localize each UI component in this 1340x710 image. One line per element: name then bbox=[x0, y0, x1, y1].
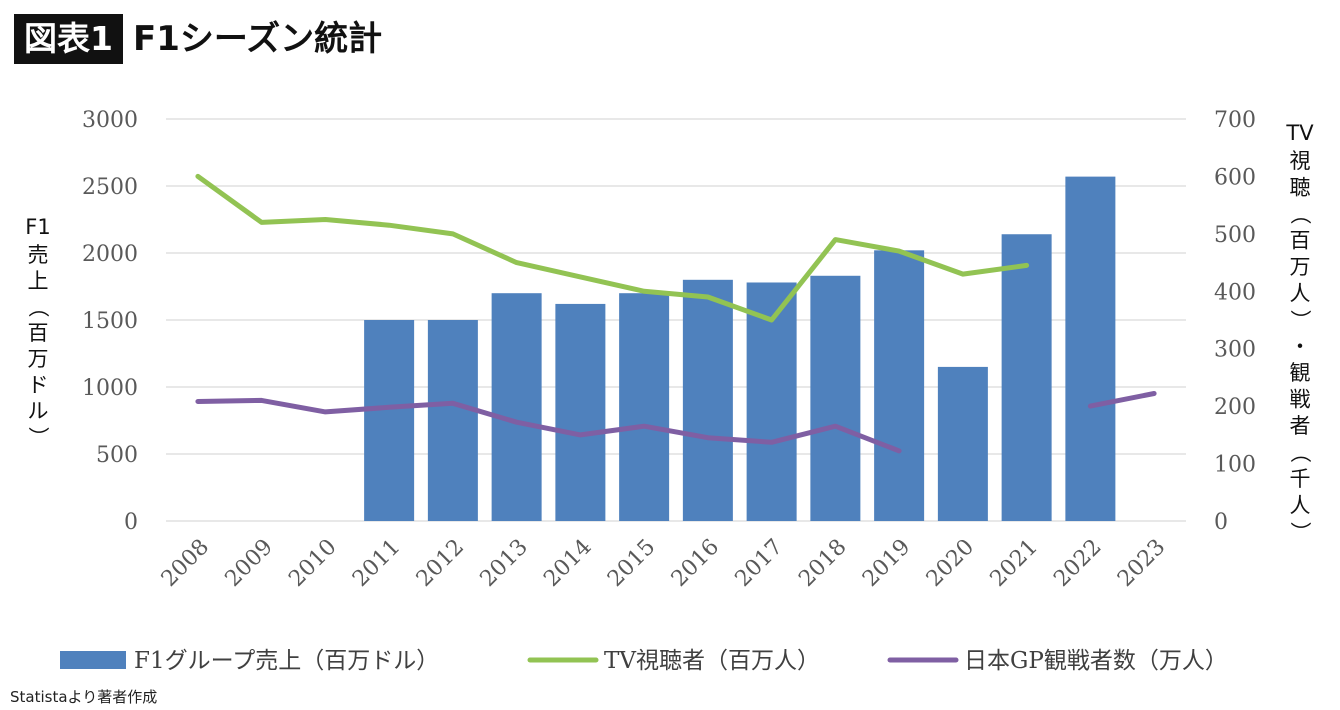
right-axis-label-char: 千 bbox=[1290, 467, 1311, 491]
chart-title: F1シーズン統計 bbox=[132, 19, 383, 59]
left-axis-label-char: ド bbox=[28, 373, 49, 397]
y-right-tick-label: 300 bbox=[1214, 338, 1256, 363]
x-tick-label: 2008 bbox=[157, 535, 214, 592]
right-axis-label-char: 人 bbox=[1290, 282, 1311, 306]
bar bbox=[427, 320, 478, 521]
y-right-tick-label: 700 bbox=[1214, 108, 1256, 133]
bar bbox=[874, 250, 925, 521]
y-right-tick-label: 0 bbox=[1214, 510, 1228, 535]
right-axis-label-char: 聴 bbox=[1290, 176, 1311, 200]
x-tick-label: 2023 bbox=[1113, 535, 1170, 592]
right-axis-label-char: 百 bbox=[1290, 229, 1311, 253]
bar bbox=[937, 366, 988, 521]
y-right-tick-label: 400 bbox=[1214, 280, 1256, 305]
x-tick-label: 2019 bbox=[858, 535, 915, 592]
y-left-tick-label: 3000 bbox=[82, 108, 138, 133]
right-axis-label: TV視聴（百万人）・観戦者（千人） bbox=[1285, 121, 1314, 543]
bar bbox=[491, 293, 542, 521]
right-axis-label-char: （ bbox=[1288, 204, 1312, 225]
x-tick-label: 2014 bbox=[539, 535, 596, 592]
x-tick-label: 2015 bbox=[603, 535, 660, 592]
x-tick-label: 2017 bbox=[731, 535, 788, 592]
y-right-tick-label: 100 bbox=[1214, 453, 1256, 478]
y-left-tick-label: 0 bbox=[124, 510, 138, 535]
right-axis-label-char: 人 bbox=[1290, 494, 1311, 518]
bar bbox=[619, 293, 670, 521]
left-axis-label-char: 万 bbox=[28, 347, 49, 371]
bar bbox=[810, 275, 861, 521]
right-axis-label-char: ） bbox=[1288, 522, 1312, 543]
legend-label: F1グループ売上（百万ドル） bbox=[134, 648, 439, 674]
chart-header: 図表1 F1シーズン統計 bbox=[14, 14, 382, 64]
y-left-tick-label: 1500 bbox=[82, 309, 138, 334]
x-tick-label: 2009 bbox=[221, 535, 278, 592]
left-axis-label-char: （ bbox=[26, 297, 50, 318]
right-axis-label-char: 者 bbox=[1290, 414, 1311, 438]
tv-viewers-line bbox=[195, 173, 1030, 323]
x-tick-label: 2011 bbox=[348, 535, 405, 592]
y-right-tick-label: 600 bbox=[1214, 165, 1256, 190]
left-axis-label-char: 上 bbox=[28, 269, 49, 293]
x-tick-label: 2021 bbox=[986, 535, 1043, 592]
y-right-tick-label: 500 bbox=[1214, 223, 1256, 248]
japan-gp-attendance-line bbox=[195, 397, 902, 454]
line-series bbox=[195, 173, 1157, 454]
bar bbox=[682, 279, 733, 521]
x-tick-label: 2020 bbox=[922, 535, 979, 592]
right-axis-label-char: 戦 bbox=[1290, 388, 1311, 412]
right-axis-label-char: 視 bbox=[1290, 149, 1311, 173]
legend-label: TV視聴者（百万人） bbox=[604, 648, 820, 674]
right-axis-label-char: 万 bbox=[1290, 255, 1311, 279]
bar bbox=[1001, 234, 1052, 522]
legend-label: 日本GP観戦者数（万人） bbox=[964, 648, 1228, 674]
y-right-tick-label: 200 bbox=[1214, 395, 1256, 420]
left-axis-ticks: 0 500 1000 1500 2000 2500 3000 bbox=[82, 108, 138, 535]
y-left-tick-label: 500 bbox=[96, 443, 138, 468]
bar bbox=[364, 320, 415, 521]
legend-swatch-bar bbox=[60, 651, 126, 669]
right-axis-label-char: （ bbox=[1288, 442, 1312, 463]
right-axis-label-char: ） bbox=[1288, 310, 1312, 331]
left-axis-label-char: ） bbox=[26, 427, 50, 448]
left-axis-label-char: F1 bbox=[25, 215, 50, 239]
right-axis-ticks: 0 100 200 300 400 500 600 700 bbox=[1214, 108, 1256, 535]
right-axis-label-char: TV bbox=[1285, 121, 1314, 145]
x-tick-label: 2018 bbox=[794, 535, 851, 592]
legend: F1グループ売上（百万ドル） TV視聴者（百万人） 日本GP観戦者数（万人） bbox=[60, 648, 1228, 674]
left-axis-label-char: 売 bbox=[28, 243, 49, 267]
source-note: Statistaより著者作成 bbox=[10, 688, 158, 706]
x-tick-label: 2022 bbox=[1049, 535, 1106, 592]
x-axis-ticks: 2008 2009 2010 2011 2012 2013 2014 2015 2016 2017… bbox=[157, 535, 1171, 592]
figure-badge: 図表1 bbox=[14, 14, 123, 64]
right-axis-label-char: ・ bbox=[1290, 335, 1311, 359]
y-left-tick-label: 1000 bbox=[82, 376, 138, 401]
x-tick-label: 2012 bbox=[412, 535, 469, 592]
left-axis-label-char: 百 bbox=[28, 321, 49, 345]
bar bbox=[555, 303, 606, 521]
y-left-tick-label: 2000 bbox=[82, 242, 138, 267]
left-axis-label-char: ル bbox=[28, 399, 49, 423]
bar bbox=[1065, 176, 1116, 521]
x-tick-label: 2013 bbox=[476, 535, 533, 592]
bar-series bbox=[364, 176, 1116, 522]
japan-gp-attendance-line bbox=[1087, 391, 1157, 409]
x-tick-label: 2016 bbox=[667, 535, 724, 592]
y-left-tick-label: 2500 bbox=[82, 175, 138, 200]
right-axis-label-char: 観 bbox=[1290, 361, 1311, 385]
x-tick-label: 2010 bbox=[284, 535, 341, 592]
left-axis-label: F1 売上 （ 百万ドル ） bbox=[25, 215, 50, 448]
